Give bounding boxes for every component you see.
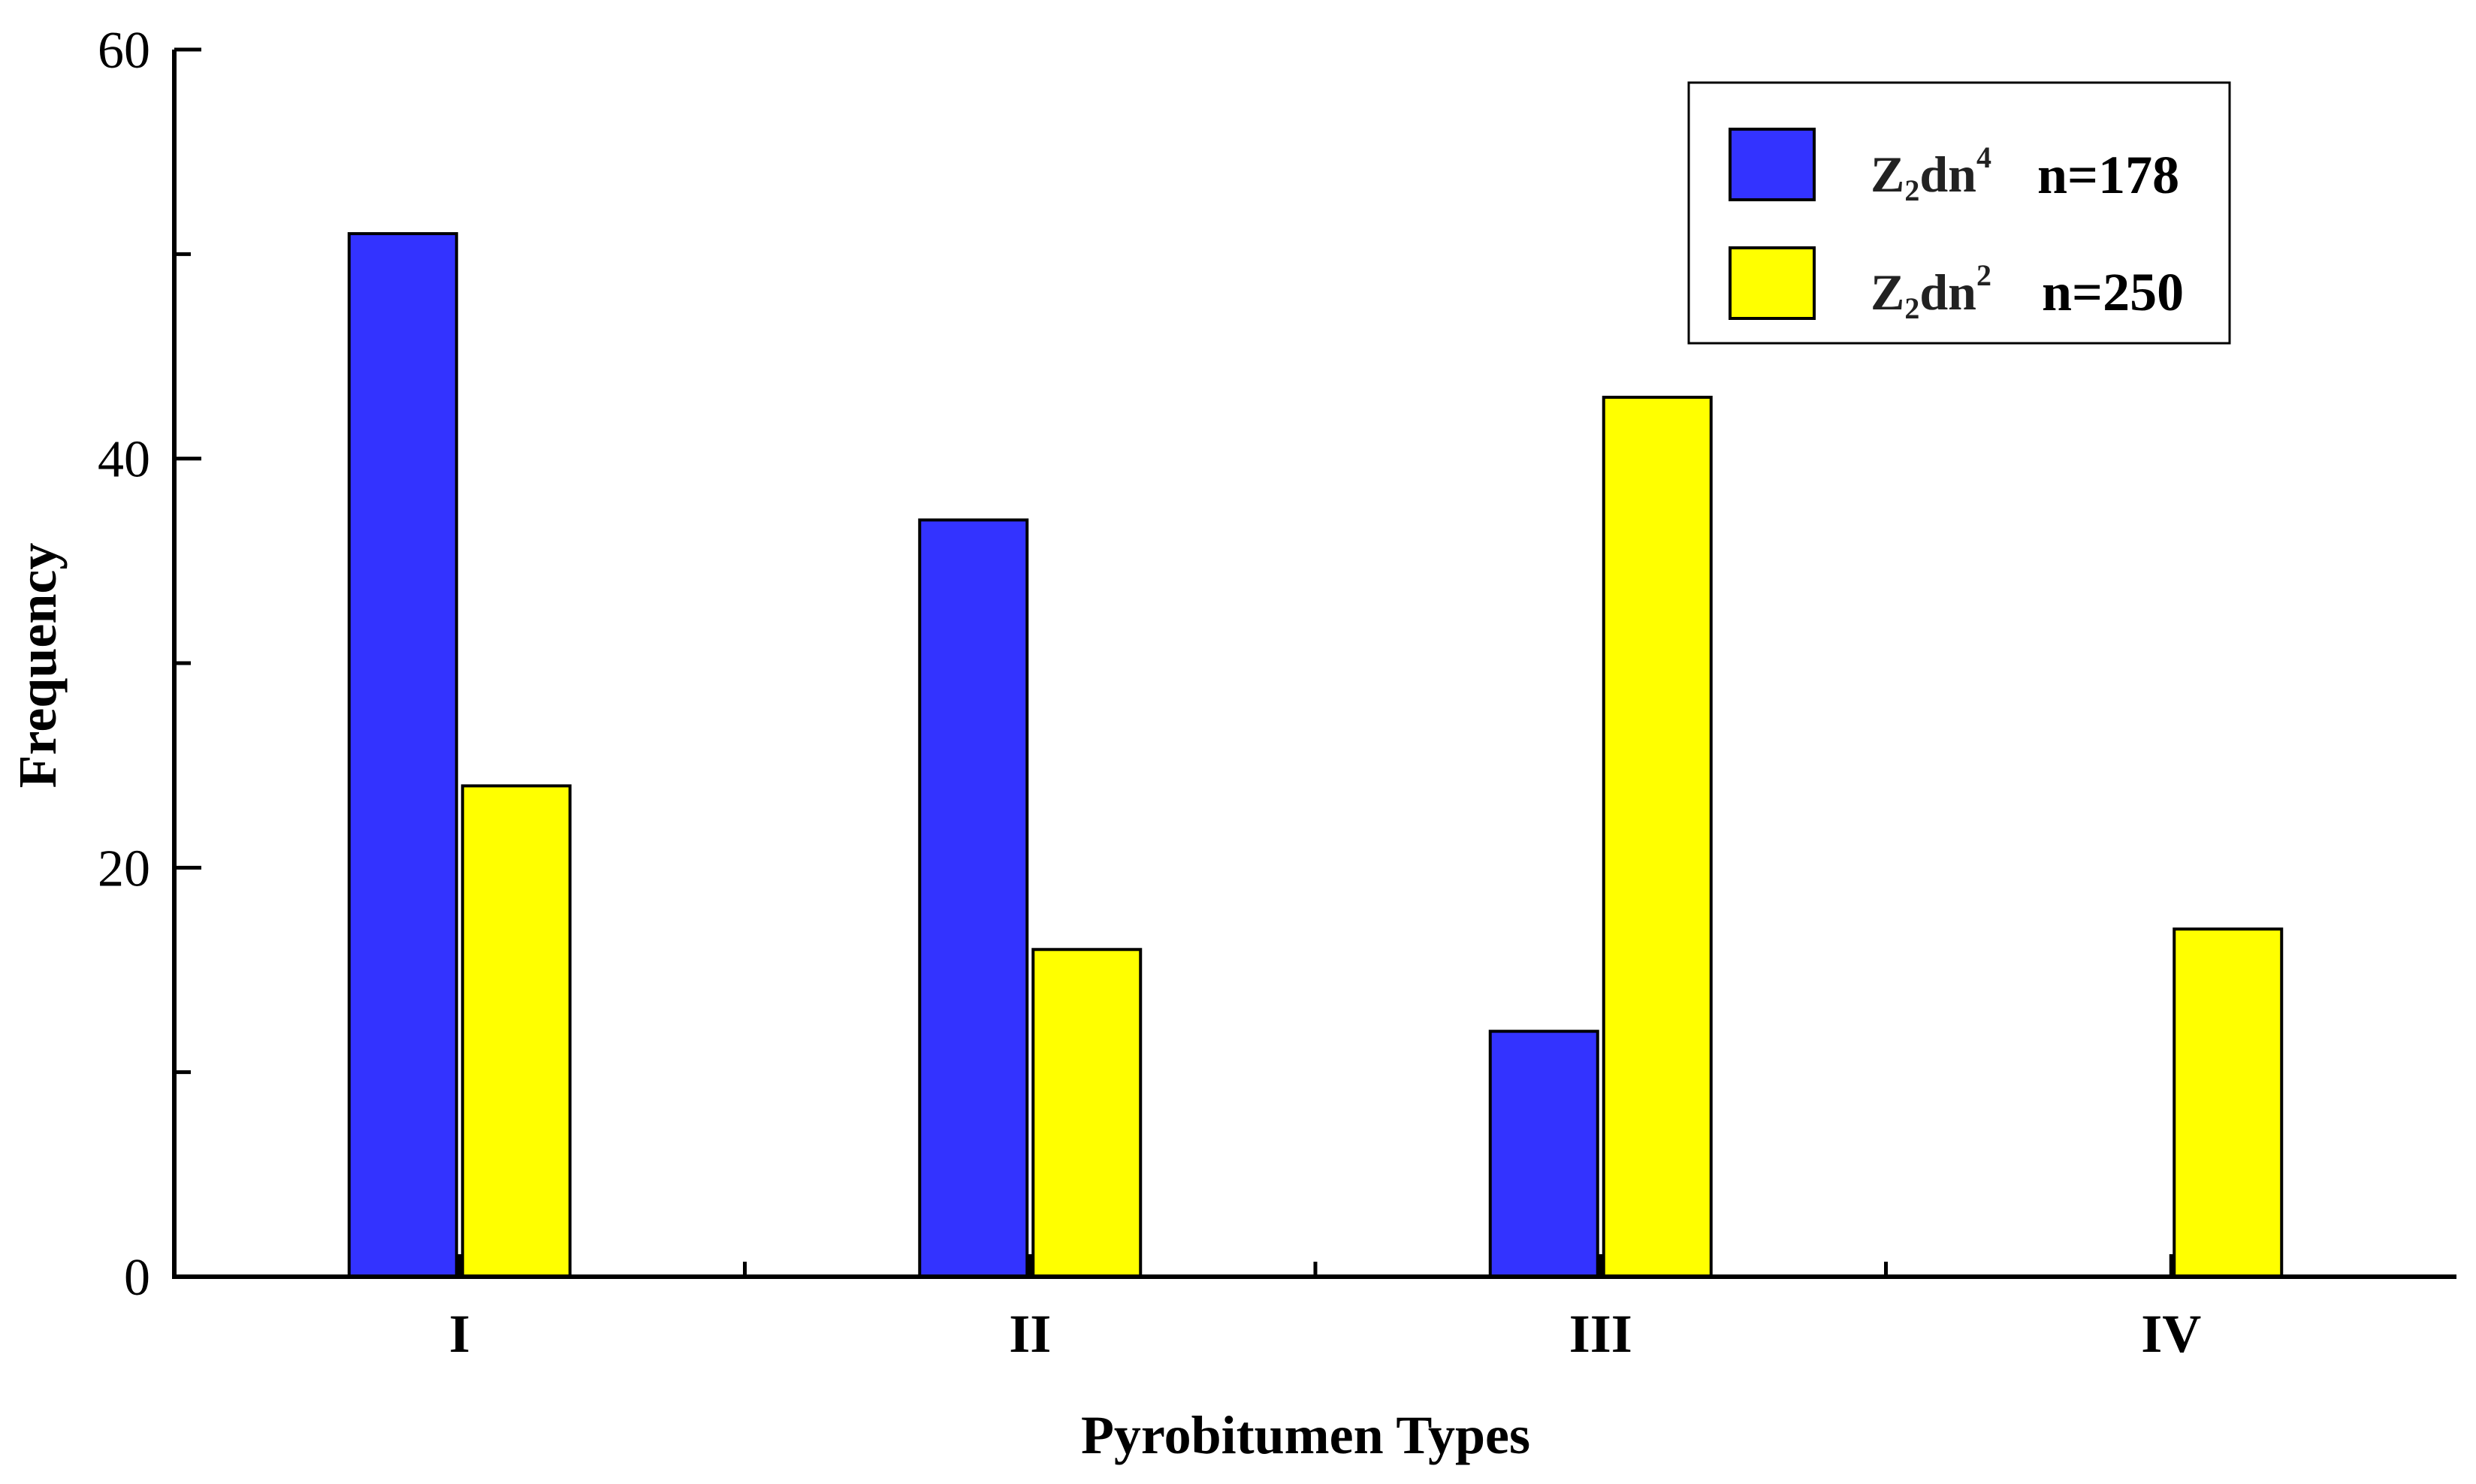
legend-label-base: Z [1871,146,1904,203]
legend-label-z2dn4: Z2dn4 [1871,140,1991,207]
legend-count-z2dn4: n=178 [2037,145,2179,205]
legend: Z2dn4 n=178 Z2dn2 n=250 [1687,81,2231,345]
bar-z2dn4-iii [1488,1030,1599,1278]
legend-swatch-z2dn2 [1729,246,1816,320]
bar-z2dn2-i [460,784,572,1278]
y-tick-label: 40 [98,431,150,489]
x-axis-ticks: I II III IV [449,1254,2201,1364]
x-axis-title: Pyrobitumen Types [1081,1405,1530,1465]
legend-label-base: Z [1871,264,1904,321]
bar-z2dn2-ii [1031,948,1143,1279]
legend-label-sub: 2 [1904,291,1919,325]
legend-label-mid: dn [1919,264,1976,321]
legend-count-z2dn2: n=250 [2042,262,2184,322]
legend-label-sub: 2 [1904,173,1919,207]
x-tick-label: III [1569,1304,1632,1364]
bar-z2dn4-ii [918,518,1029,1278]
y-tick-label: 60 [98,22,150,80]
y-tick-label: 0 [124,1249,150,1307]
x-tick-label: II [1009,1304,1051,1364]
bar-z2dn2-iv [2173,928,2284,1278]
y-axis-ticks: 0 20 40 60 [98,22,201,1307]
legend-label-sup: 2 [1976,258,1991,292]
legend-label-sup: 4 [1976,140,1991,174]
x-tick-label: I [449,1304,470,1364]
bar-z2dn4-i [347,232,458,1279]
y-tick-label: 20 [98,840,150,897]
legend-swatch-z2dn4 [1729,128,1816,201]
bars [347,232,2284,1279]
legend-label-z2dn2: Z2dn2 [1871,258,1991,325]
y-axis-title: Frequency [8,543,68,789]
bar-z2dn2-iii [1602,395,1713,1278]
x-tick-label: IV [2141,1304,2201,1364]
legend-label-mid: dn [1919,146,1976,203]
